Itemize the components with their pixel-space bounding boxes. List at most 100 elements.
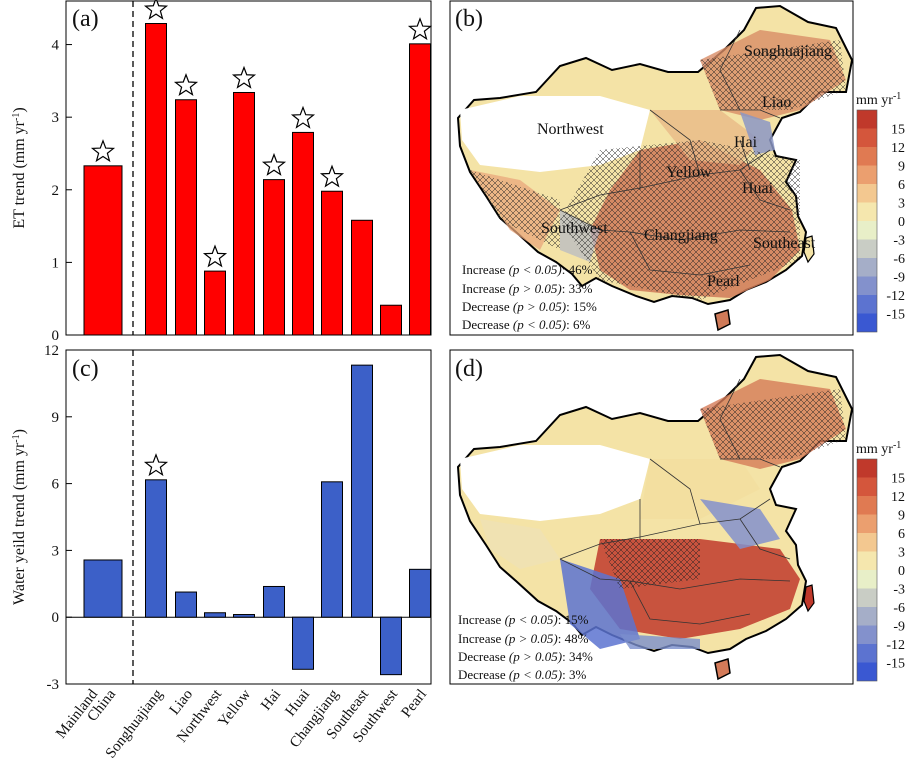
significance-star [202, 244, 228, 268]
colorbar-segment [857, 128, 877, 147]
bar [145, 23, 167, 336]
panel-b-stats: Increase (p < 0.05): 46% Increase (p > 0… [462, 262, 597, 332]
bar [351, 364, 373, 618]
y-tick-label: 3 [52, 110, 60, 126]
colorbar-segment [857, 644, 877, 663]
svg-text:Decrease (p > 0.05): 15%: Decrease (p > 0.05): 15% [462, 299, 597, 314]
colorbar-tick-label: 12 [891, 490, 905, 505]
svg-text:Increase (p < 0.05): 15%: Increase (p < 0.05): 15% [458, 612, 589, 627]
colorbar-segment [857, 295, 877, 314]
colorbar-d: 15 12 9 6 3 0 -3 -6 -9 -12 -15 [856, 458, 905, 682]
significance-star [231, 65, 257, 89]
panel-c-frame [65, 349, 432, 685]
region-label-songhuajiang: Songhuajiang [744, 43, 832, 60]
colorbar-segment [857, 276, 877, 295]
colorbar-segment [857, 313, 877, 332]
significance-star [261, 152, 287, 176]
bar [380, 304, 402, 336]
significance-star [143, 453, 169, 477]
panel-d-stats: Increase (p < 0.05): 15% Increase (p > 0… [458, 612, 593, 682]
svg-text:Increase (p > 0.05): 33%: Increase (p > 0.05): 33% [462, 281, 593, 296]
bar [409, 43, 431, 336]
colorbar-segment [857, 607, 877, 626]
x-tick-label: Hai [258, 687, 284, 714]
x-tick-label: Yellow [215, 686, 254, 730]
y-tick-label: 9 [52, 410, 60, 426]
significance-star [90, 139, 116, 163]
colorbar-segment [857, 184, 877, 203]
y-tick-label: -3 [47, 677, 60, 693]
x-tick-label: Pearl [399, 687, 431, 721]
colorbar-tick-label: -6 [893, 252, 905, 267]
panel-d-map [457, 354, 853, 681]
colorbar-tick-label: 9 [898, 509, 905, 524]
panel-c-bars: -3 0 3 6 9 12 [44, 343, 431, 693]
y-tick-label: 0 [52, 328, 60, 344]
y-tick-label: 12 [44, 343, 59, 359]
bar [145, 479, 167, 618]
colorbar-tick-label: -3 [893, 583, 905, 598]
region-label-liao: Liao [762, 94, 791, 111]
svg-text:Decrease (p < 0.05): 3%: Decrease (p < 0.05): 3% [458, 667, 586, 682]
colorbar-segment [857, 514, 877, 533]
colorbar-segment [857, 533, 877, 552]
bar [292, 131, 314, 336]
y-tick-label: 0 [52, 610, 60, 626]
panel-c-ylabel: Water yeild trend (mm yr-1) [11, 429, 29, 605]
panel-a-label: (a) [72, 6, 99, 32]
region-label-southwest: Southwest [541, 220, 608, 237]
bar [263, 585, 285, 618]
colorbar-segment [857, 202, 877, 221]
bar [233, 91, 255, 336]
bar [321, 481, 343, 618]
colorbar-tick-label: -3 [893, 234, 905, 249]
panel-a-ylabel: ET trend (mm yr-1) [11, 107, 29, 228]
panel-b-label: (b) [455, 6, 483, 32]
colorbar-segment [857, 551, 877, 570]
region-label-hai: Hai [734, 134, 758, 151]
panel-d-label: (d) [455, 356, 483, 382]
colorbar-segment [857, 110, 877, 129]
colorbar-tick-label: 12 [891, 141, 905, 156]
colorbar-tick-label: 3 [898, 197, 905, 212]
bar [380, 616, 402, 676]
svg-text:Decrease (p > 0.05): 34%: Decrease (p > 0.05): 34% [458, 649, 593, 664]
region-label-southeast: Southeast [753, 235, 816, 252]
region-label-northwest: Northwest [537, 121, 604, 138]
region-label-huai: Huai [742, 180, 774, 197]
bar [83, 165, 123, 336]
y-tick-label: 2 [52, 183, 60, 199]
colorbar-segment [857, 625, 877, 644]
y-tick-label: 6 [52, 477, 60, 493]
colorbar-b-title: mm yr-1 [856, 91, 901, 109]
significance-star [143, 0, 169, 20]
colorbar-tick-label: -15 [886, 657, 905, 672]
bar [321, 190, 343, 336]
panel-a-bars: 0 1 2 3 4 [52, 0, 433, 344]
colorbar-tick-label: 3 [898, 546, 905, 561]
colorbar-segment [857, 258, 877, 277]
panel-b-frame [449, 0, 854, 336]
region-label-yellow: Yellow [666, 164, 712, 181]
significance-star [407, 17, 433, 41]
svg-text:Increase (p > 0.05): 48%: Increase (p > 0.05): 48% [458, 631, 589, 646]
svg-text:Decrease (p < 0.05): 6%: Decrease (p < 0.05): 6% [462, 317, 590, 332]
colorbar-tick-label: 9 [898, 160, 905, 175]
colorbar-segment [857, 496, 877, 515]
colorbar-segment [857, 165, 877, 184]
colorbar-d-title: mm yr-1 [856, 440, 901, 458]
significance-star [290, 105, 316, 129]
significance-star [319, 164, 345, 188]
bar [204, 612, 226, 618]
colorbar-segment [857, 239, 877, 258]
colorbar-tick-label: -6 [893, 601, 905, 616]
bar [83, 559, 123, 618]
bar [175, 99, 197, 336]
bar [233, 614, 255, 618]
colorbar-segment [857, 477, 877, 496]
bar [292, 616, 314, 670]
bar [204, 270, 226, 336]
panel-c-label: (c) [72, 356, 99, 382]
